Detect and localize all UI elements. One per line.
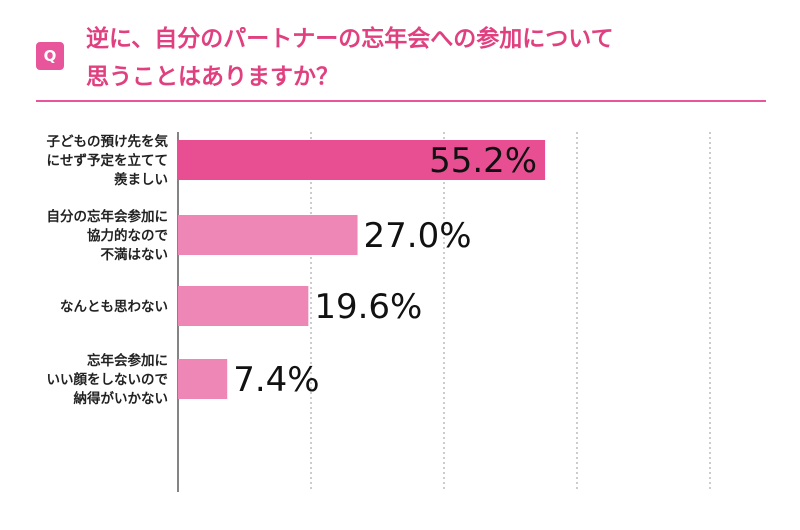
question-badge: Q: [36, 42, 64, 70]
bar: [178, 215, 358, 255]
category-label: なんとも思わない: [60, 299, 168, 315]
category-label: 羨ましい: [114, 171, 168, 188]
category-label: にせず予定を立てて: [47, 152, 169, 169]
question-title-line-2: 思うことはありますか？: [86, 64, 339, 90]
category-label: 納得がいかない: [74, 390, 169, 407]
question-title-line-1: 逆に、自分のパートナーの忘年会への参加について: [86, 26, 614, 52]
question-title: 逆に、自分のパートナーの忘年会への参加について 思うことはありますか？: [86, 20, 766, 96]
category-label: 忘年会参加に: [87, 352, 168, 369]
category-label: いい顔をしないので: [47, 371, 169, 388]
category-label: 自分の忘年会参加に: [47, 208, 169, 225]
data-label: 55.2%: [429, 141, 537, 181]
category-label: 協力的なので: [87, 227, 168, 244]
category-label: 不満はない: [101, 246, 169, 263]
title-divider: [36, 100, 766, 102]
bar: [178, 140, 546, 180]
data-label: 19.6%: [314, 287, 422, 327]
bar: [178, 359, 228, 399]
data-label: 7.4%: [233, 360, 319, 400]
category-label: 子どもの預け先を気: [47, 133, 169, 150]
bar: [178, 286, 309, 326]
data-label: 27.0%: [364, 216, 472, 256]
